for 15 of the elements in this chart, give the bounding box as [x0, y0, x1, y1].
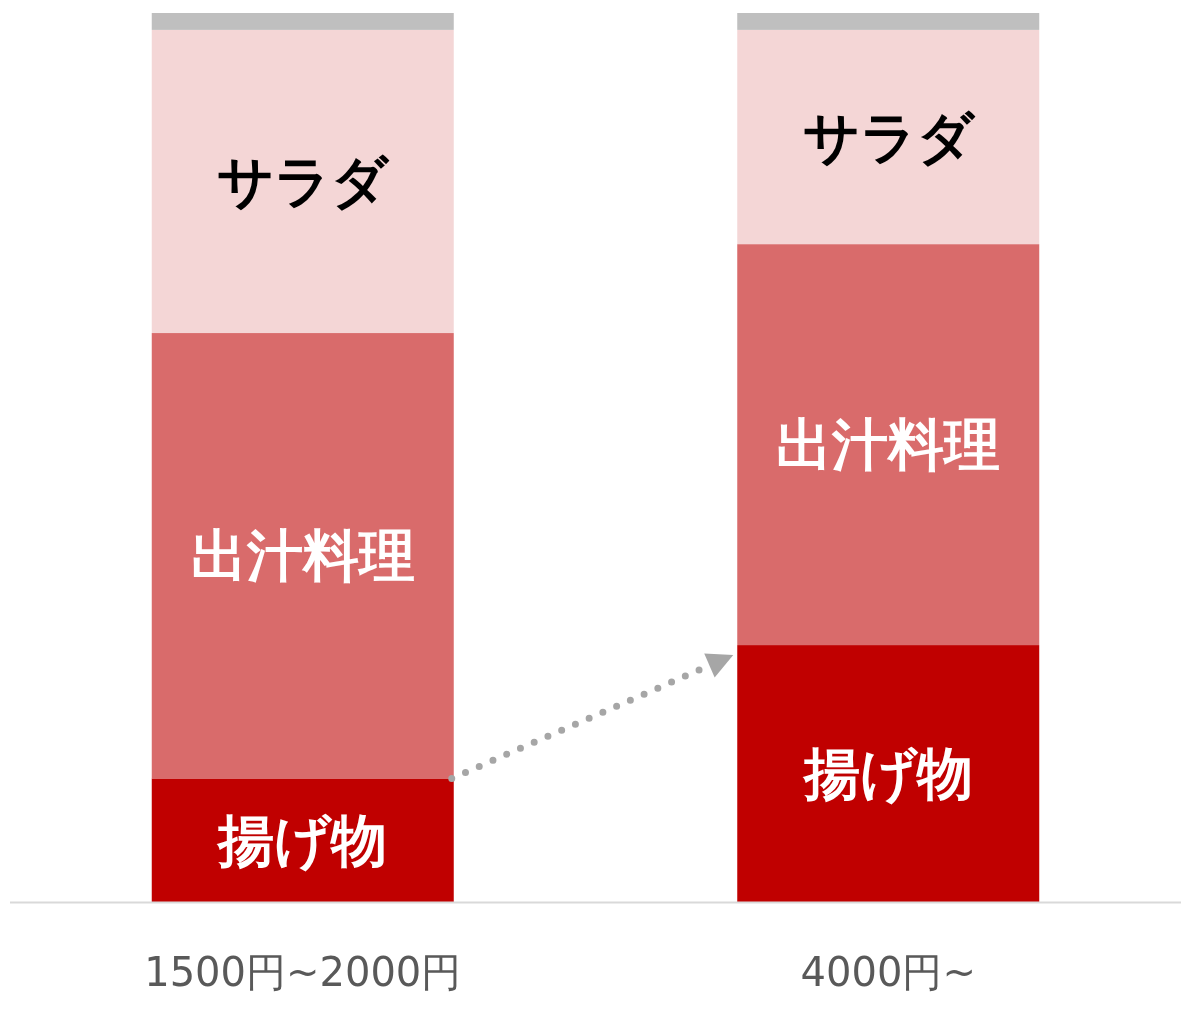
text: 揚げ物: [803, 741, 973, 807]
text: 出汁料理: [776, 412, 1001, 478]
x-tick-label: 4000円~: [800, 949, 976, 995]
series-label: サラダ: [217, 148, 391, 214]
x-tick-label: 1500円~2000円: [144, 949, 462, 995]
bar: [151, 333, 454, 779]
bar: [151, 13, 454, 30]
series-label: 出汁料理: [190, 523, 415, 589]
bar: [737, 645, 1040, 902]
bar: [737, 29, 1040, 245]
text: サラダ: [802, 104, 974, 170]
bar: [737, 244, 1040, 646]
bar: [737, 13, 1040, 30]
series-label: 揚げ物: [216, 807, 388, 873]
bar: [151, 29, 454, 334]
